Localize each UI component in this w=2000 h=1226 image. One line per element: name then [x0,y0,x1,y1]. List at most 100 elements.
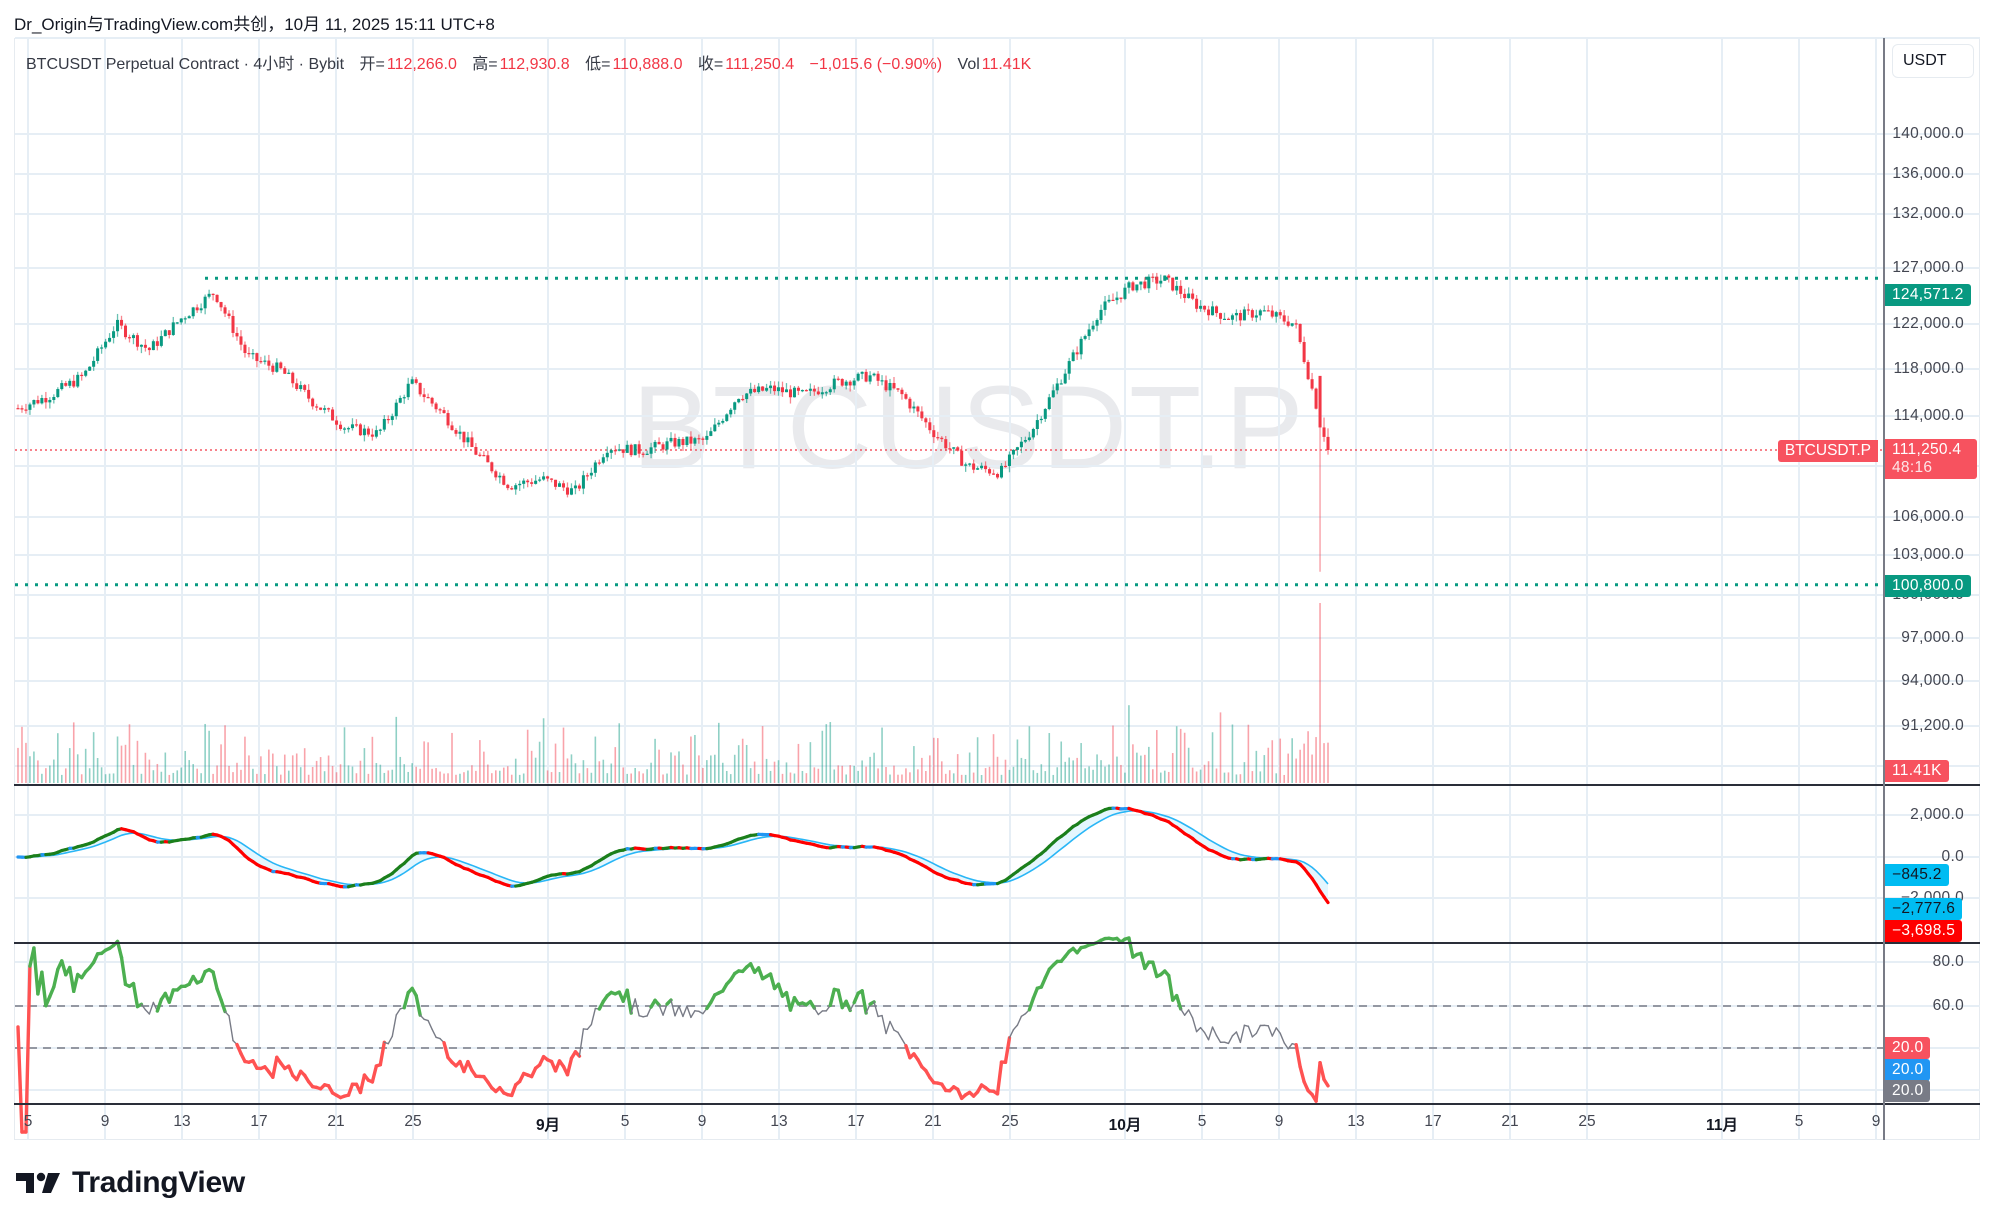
candle-body [1191,293,1195,299]
candle-body [199,308,203,311]
candle-body [28,404,32,410]
candle-body [275,362,279,372]
tradingview-logo-text: TradingView [72,1166,245,1199]
symbol-description[interactable]: BTCUSDT Perpetual Contract · 4小时 · Bybit [26,56,345,73]
candle-body [123,325,128,338]
candle-body [1242,309,1246,321]
macd-axis-label: 2,000.0 [1910,806,1964,823]
candle-body [932,430,936,438]
candle-body [100,347,104,349]
candle-body [386,418,390,421]
candle-body [597,462,601,464]
time-axis-label: 21 [327,1113,345,1130]
candle-body [147,347,151,351]
candle-body [179,318,183,323]
rsi-line-segment [119,955,128,987]
candle-body [108,337,112,342]
candle-body [295,383,299,389]
candle-body [673,437,677,447]
time-axis-label: 9 [1871,1113,1881,1130]
candle-body [406,383,410,398]
currency-button[interactable]: USDT [1892,44,1974,78]
rsi-line-segment [873,1001,879,1018]
candle-body [398,397,402,403]
candle-body [259,361,263,363]
price-axis-label: 91,200.0 [1901,717,1964,734]
open-label: 开= [359,56,385,73]
candle-body [323,408,327,410]
symbol-price-tag: BTCUSDT.P [1777,440,1878,462]
rsi-line-segment [1183,1009,1190,1016]
rsi-line-segment [358,1073,367,1095]
candle-body [1238,312,1242,321]
candle-body [1051,390,1055,398]
candle-body [291,372,295,384]
candle-body [888,383,892,391]
candle-body [231,315,235,333]
rsi-line-segment [756,966,765,981]
rsi-line-segment [228,1015,234,1042]
time-axis-label: 17 [250,1113,268,1130]
candle-body [1119,297,1123,299]
time-axis-label: 9月 [535,1117,561,1134]
candle-body [980,465,984,469]
candle-body [904,394,908,399]
candle-body [1035,420,1039,430]
candle-body [844,381,848,386]
rsi-line-segment [1231,1031,1238,1037]
time-axis-label: 21 [1501,1113,1519,1130]
candle-body [633,444,637,456]
candle-body [661,444,665,450]
pane-separator-macd[interactable] [14,942,1980,944]
candle-body [824,392,828,394]
candle-body [327,408,331,410]
candle-body [1230,315,1234,320]
candle-body [1183,293,1187,299]
candle-body [705,435,709,440]
candle-body [653,441,657,448]
candle-body [992,473,996,475]
candle-body [1250,310,1254,318]
candle-body [1286,321,1290,326]
rsi-line-segment [144,1009,151,1015]
candle-body [490,462,494,472]
candle-body [92,360,96,367]
candle-body [1171,277,1175,291]
rsi-line-segment [1251,1032,1258,1038]
rsi-axis-label: 60.0 [1932,997,1964,1014]
rsi-line-segment [686,1005,692,1019]
time-axis-label: 9 [1274,1113,1284,1130]
candle-body [1107,299,1111,302]
candle-body [1278,312,1282,316]
macd-line-segment [1322,895,1330,905]
price-axis[interactable]: 140,000.0 136,000.0 132,000.0 127,000.0 122,… [1885,38,1980,1103]
time-axis[interactable]: 5 9 13 17 21 25 9月 5 9 13 17 21 25 10月 5 9 13 17 21 25 11月 5 9 [14,1105,1883,1140]
tradingview-logo[interactable]: TradingView [16,1166,245,1200]
candle-body [1023,440,1027,442]
candle-body [151,341,155,351]
candle-body [968,463,972,465]
pane-separator-main[interactable] [14,784,1980,786]
candle-body [442,410,446,414]
candle-body [538,479,542,481]
candle-body [1043,409,1047,419]
price-axis-divider [1883,38,1885,1140]
candle-body [832,378,836,390]
candle-body [482,455,486,457]
rsi-line-segment [1314,1060,1322,1103]
candle-body [390,416,394,420]
rsi-line-segment [578,1028,585,1057]
candle-body [207,293,211,297]
rsi-line-segment [378,1040,387,1067]
chart-attribution: Dr_Origin与TradingView.com共创，10月 11, 2025… [14,15,495,34]
macd-value-tag: −845.2 [1885,864,1949,886]
candle-body [972,463,976,470]
candle-body [999,465,1004,478]
candle-body [1254,315,1258,318]
candle-body [581,475,585,489]
candle-body [1314,388,1318,409]
candle-body [530,482,534,484]
rsi-line-segment [40,970,48,1008]
candle-body [155,341,159,346]
